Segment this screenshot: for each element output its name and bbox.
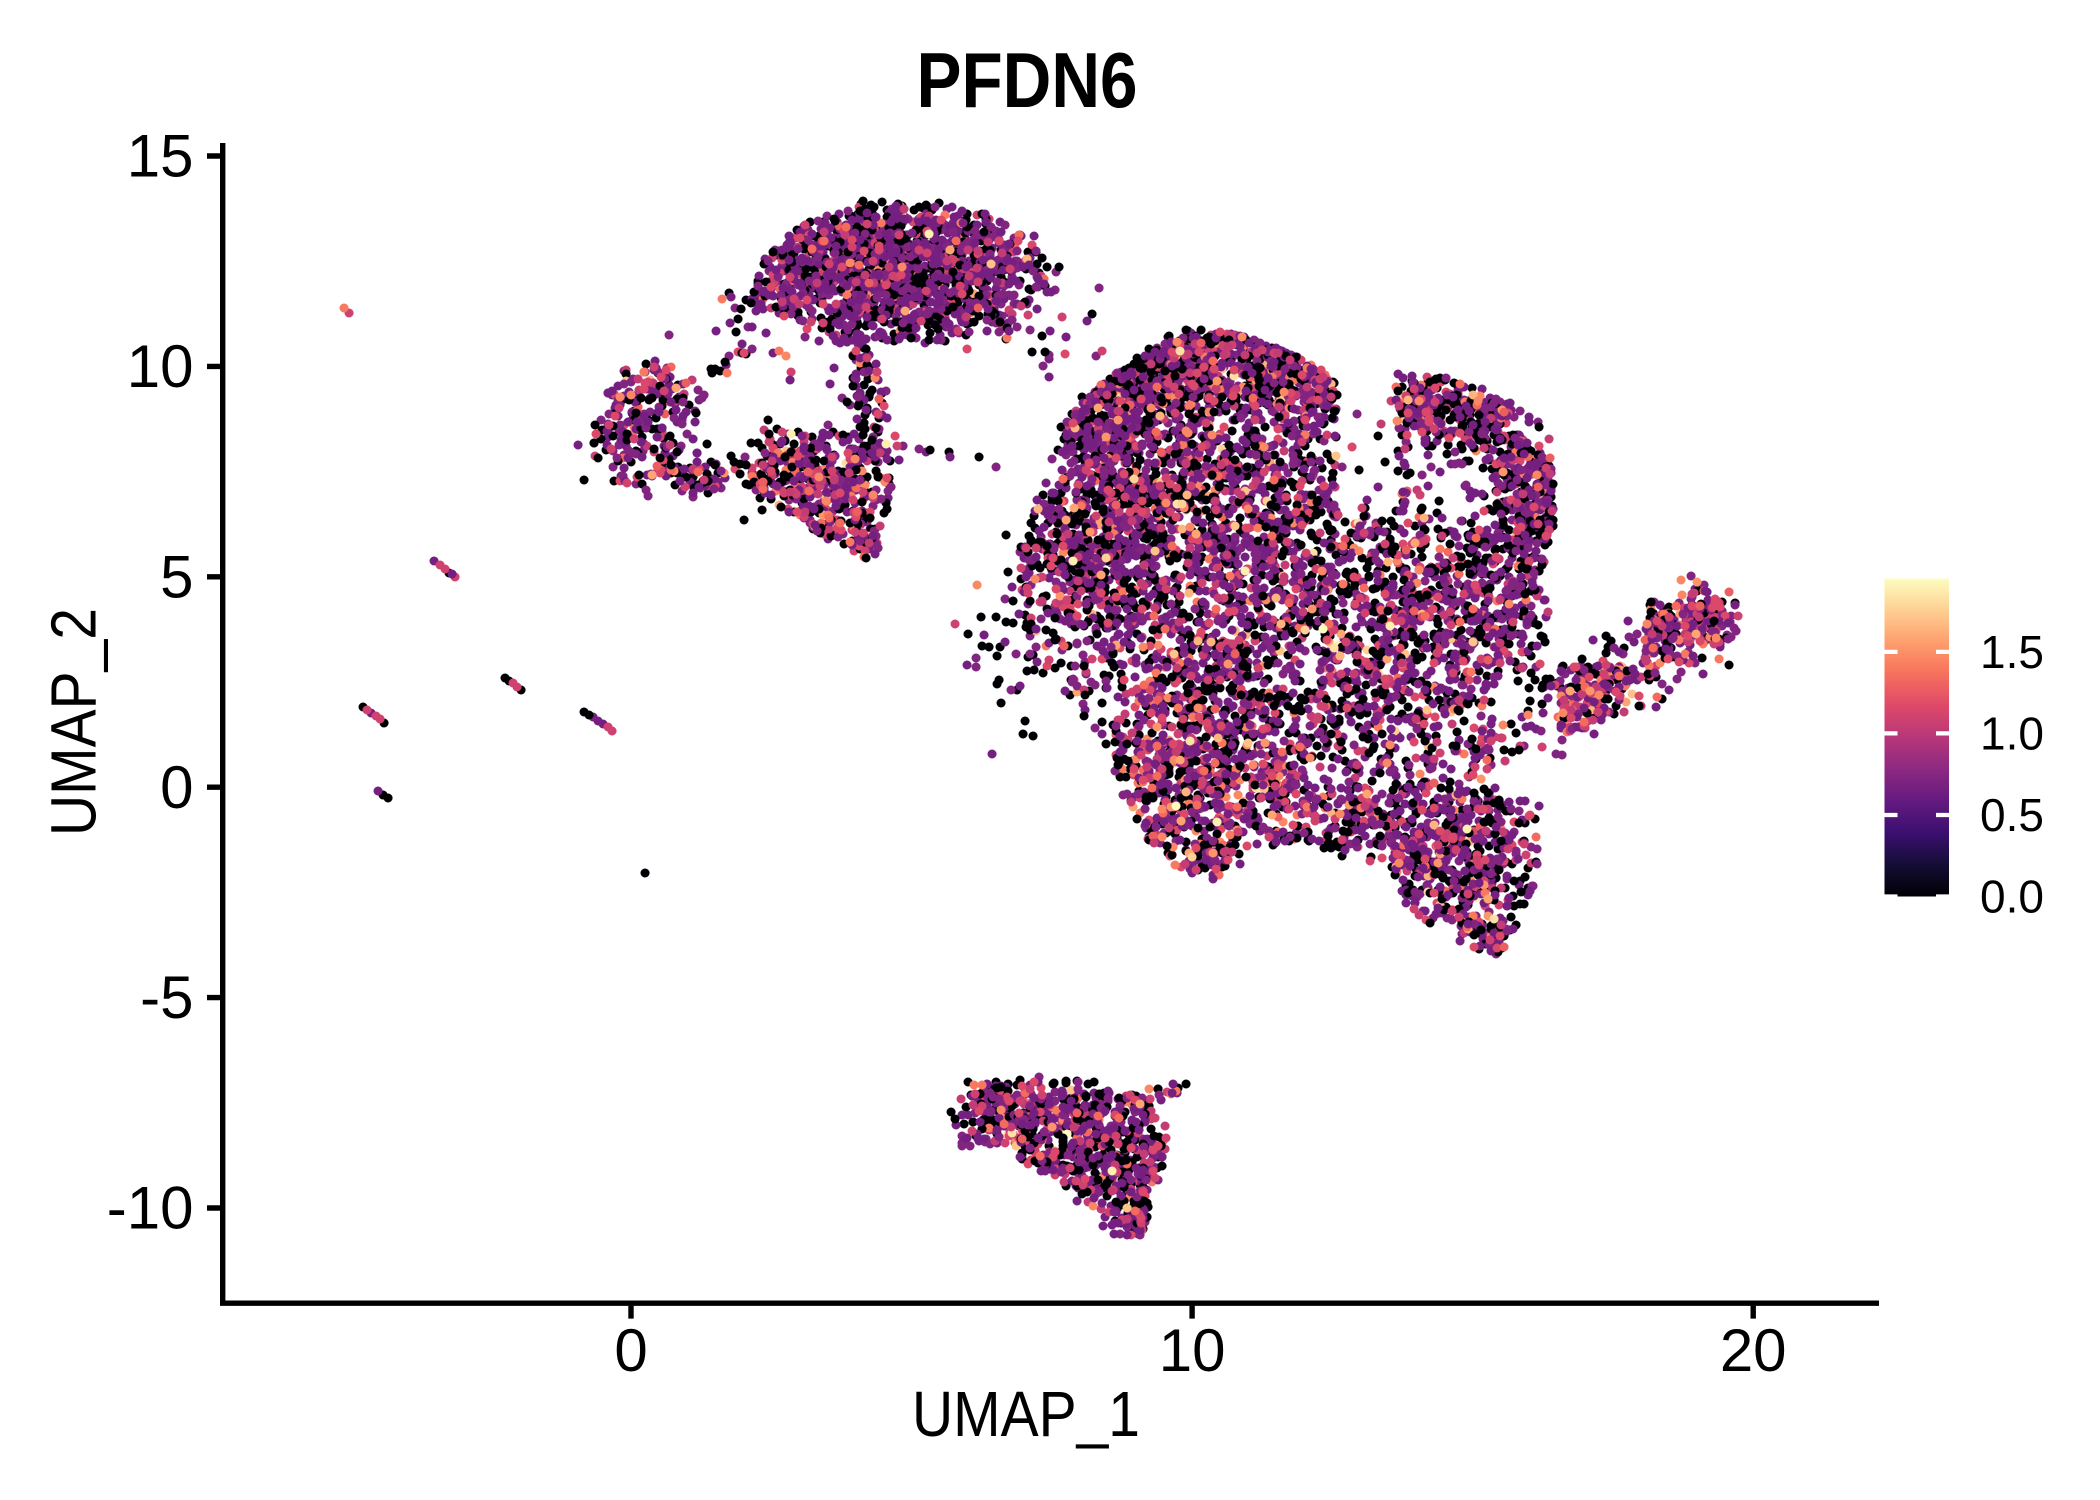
svg-text:0.5: 0.5 <box>1980 789 2044 841</box>
svg-text:UMAP_2: UMAP_2 <box>38 608 110 836</box>
svg-text:10: 10 <box>127 333 194 400</box>
svg-text:1.5: 1.5 <box>1980 626 2044 678</box>
svg-text:0: 0 <box>614 1317 647 1384</box>
svg-text:10: 10 <box>1159 1317 1226 1384</box>
svg-text:1.0: 1.0 <box>1980 708 2044 760</box>
svg-text:5: 5 <box>160 543 193 610</box>
svg-text:15: 15 <box>127 123 194 190</box>
svg-text:-5: -5 <box>140 964 193 1031</box>
svg-text:20: 20 <box>1720 1317 1787 1384</box>
svg-text:0: 0 <box>160 754 193 821</box>
svg-text:0.0: 0.0 <box>1980 871 2044 923</box>
svg-text:PFDN6: PFDN6 <box>917 36 1138 124</box>
svg-text:UMAP_1: UMAP_1 <box>912 1378 1140 1450</box>
svg-text:-10: -10 <box>107 1175 194 1242</box>
